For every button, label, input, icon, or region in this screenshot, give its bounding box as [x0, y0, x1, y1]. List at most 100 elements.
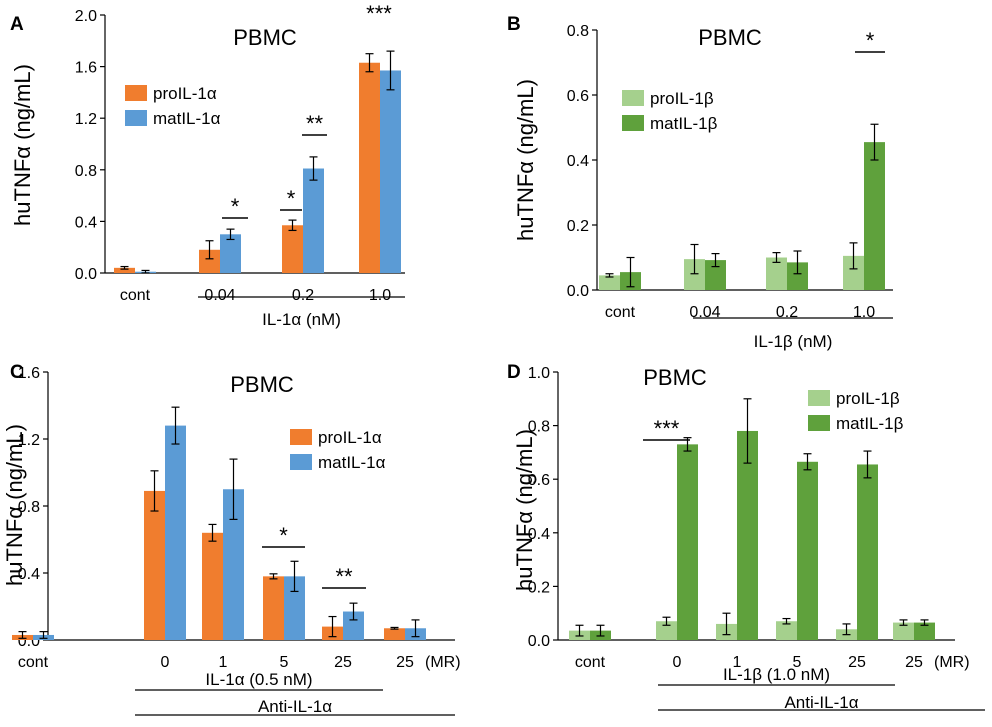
- panel-a-ytick-label: 1.2: [75, 111, 97, 128]
- panel-a-ylabel: huTNFα (ng/mL): [10, 64, 35, 226]
- panel-a-bar-proil1-3: [359, 62, 380, 274]
- panel-d-bar-matil1-4: [857, 464, 878, 640]
- panel-c-bar-proil1-1: [144, 490, 165, 640]
- panel-c-xtick-label: cont: [18, 654, 49, 671]
- panel-c-xtick-label: 5: [280, 654, 289, 671]
- panel-d-letter: D: [507, 362, 521, 383]
- panel-c-xtick-suffix: (MR): [425, 654, 461, 671]
- panel-a-legend-label: matIL-1α: [153, 109, 221, 128]
- panel-c-ylabel: huTNFα (ng/mL): [2, 424, 27, 586]
- panel-d-ytick-label: 1.0: [528, 365, 550, 382]
- panel-a-ytick-label: 2.0: [75, 8, 97, 25]
- panel-d-xtick-label: 0: [673, 654, 682, 671]
- panel-b-legend-swatch: [622, 90, 644, 106]
- panel-d-bar-proil1-1: [656, 621, 677, 640]
- panel-d-bar-proil1-3: [776, 621, 797, 640]
- panel-a-xtick-label: cont: [120, 287, 151, 304]
- panel-c-bar-proil1-3: [263, 576, 284, 640]
- panel-b-bar-matil1-2: [787, 262, 808, 290]
- panel-d-ytick-label: 0.0: [528, 633, 550, 650]
- panel-a-legend-swatch: [125, 85, 147, 101]
- panel-d-significance-label: ***: [654, 416, 680, 441]
- panel-a-bar-matil1-3: [380, 70, 401, 273]
- panel-a-title: PBMC: [233, 25, 297, 50]
- panel-a-legend-swatch: [125, 110, 147, 126]
- panel-b-legend-swatch: [622, 115, 644, 131]
- panel-c-bracket-label: Anti-IL-1α: [258, 697, 332, 716]
- panel-d-legend-label: matIL-1β: [836, 414, 904, 433]
- panel-b-ytick-label: 0.4: [567, 153, 589, 170]
- panel-a-xtick-label: 0.04: [204, 287, 235, 304]
- panel-c-letter: C: [10, 362, 24, 383]
- panel-c-xtick-label: 25: [396, 654, 414, 671]
- panel-b-xtick-label: 0.04: [689, 304, 720, 321]
- panel-d-bar-proil1-5: [893, 622, 914, 640]
- panel-b: B PBMC huTNFα (ng/mL) 0.0 0.2 0.4 0.6 0.8 cont 0.…: [507, 14, 893, 351]
- panel-d-bracket-label: IL-1β (1.0 nM): [723, 665, 830, 684]
- panel-c-ytick-label: 1.2: [18, 432, 40, 449]
- panel-a-letter: A: [10, 14, 24, 35]
- panel-a-ytick-label: 0.0: [75, 266, 97, 283]
- panel-d-xtick-label: cont: [575, 654, 606, 671]
- panel-a-legend-label: proIL-1α: [153, 84, 217, 103]
- panel-a-significance-label: **: [306, 111, 324, 136]
- panel-c-bar-matil1-4: [343, 611, 364, 640]
- panel-b-bar-proil1-1: [684, 259, 705, 290]
- panel-a-xtick-label: 0.2: [292, 287, 314, 304]
- panel-a-xtick-label: 1.0: [369, 287, 391, 304]
- panel-d-ytick-label: 0.2: [528, 579, 550, 596]
- panel-b-bracket-label: IL-1β (nM): [754, 332, 833, 351]
- panel-a-bar-proil1-1: [199, 249, 220, 273]
- panel-d-ytick-label: 0.4: [528, 526, 550, 543]
- panel-b-xtick-label: 0.2: [776, 304, 798, 321]
- panel-d-bar-matil1-2: [737, 430, 758, 640]
- panel-c-legend-label: matIL-1α: [318, 453, 386, 472]
- panel-c-ytick-label: 0.8: [18, 499, 40, 516]
- panel-b-ytick-label: 0.6: [567, 88, 589, 105]
- panel-a-bar-proil1-0: [114, 267, 135, 273]
- panel-b-xtick-label: 1.0: [853, 304, 875, 321]
- panel-a: A PBMC huTNFα (ng/mL) 0.0 0.4 0.8 1.2 1.6 2.0 con…: [10, 1, 405, 329]
- panel-c-bar-matil1-3: [284, 576, 305, 640]
- panel-a-bracket-label: IL-1α (nM): [262, 310, 341, 329]
- panel-d-xtick-label: 25: [848, 654, 866, 671]
- panel-b-legend-label: proIL-1β: [650, 89, 714, 108]
- panel-d-ytick-label: 0.8: [528, 419, 550, 436]
- panel-b-bar-proil1-2: [766, 257, 787, 290]
- panel-d-bar-matil1-5: [914, 622, 935, 640]
- panel-b-bar-matil1-3: [864, 142, 885, 290]
- panel-d-legend-label: proIL-1β: [836, 389, 900, 408]
- panel-a-significance-label: ***: [366, 1, 392, 26]
- panel-a-significance-label: *: [287, 186, 296, 211]
- panel-b-ytick-label: 0.0: [567, 283, 589, 300]
- panel-d-bracket-label: Anti-IL-1α: [784, 693, 858, 712]
- panel-d-ylabel: huTNFα (ng/mL): [512, 429, 537, 591]
- panel-a-bar-matil1-1: [220, 234, 241, 273]
- panel-a-ytick-label: 0.4: [75, 214, 97, 231]
- panel-d-xtick-suffix: (MR): [934, 654, 970, 671]
- panel-d-xtick-label: 5: [793, 654, 802, 671]
- panel-d-bar-matil1-1: [677, 444, 698, 640]
- panel-c-bar-matil1-1: [165, 425, 186, 640]
- panel-c-bracket-label: IL-1α (0.5 nM): [205, 670, 312, 689]
- panel-b-bar-matil1-1: [705, 260, 726, 290]
- panel-b-title: PBMC: [698, 25, 762, 50]
- panel-c-bar-proil1-2: [202, 532, 223, 640]
- panel-c-legend-swatch: [290, 429, 312, 445]
- panel-c-bar-matil1-2: [223, 489, 244, 640]
- panel-c-ytick-label: 0.4: [18, 566, 40, 583]
- panel-b-bar-proil1-0: [599, 275, 620, 290]
- panel-d-legend-swatch: [808, 390, 830, 406]
- panel-c-xtick-label: 25: [334, 654, 352, 671]
- panel-c-ytick-label: 1.6: [18, 365, 40, 382]
- panel-b-xtick-label: cont: [605, 304, 636, 321]
- panel-d: D PBMC huTNFα (ng/mL) 0.0 0.2 0.4 0.6 0.8 1.0 con…: [507, 362, 985, 712]
- panel-c-bar-proil1-5: [384, 628, 405, 640]
- panel-b-bar-proil1-3: [843, 255, 864, 290]
- panel-b-ylabel: huTNFα (ng/mL): [513, 79, 538, 241]
- panel-d-bar-matil1-3: [797, 461, 818, 640]
- panel-c-xtick-label: 1: [219, 654, 228, 671]
- panel-c-title: PBMC: [230, 372, 294, 397]
